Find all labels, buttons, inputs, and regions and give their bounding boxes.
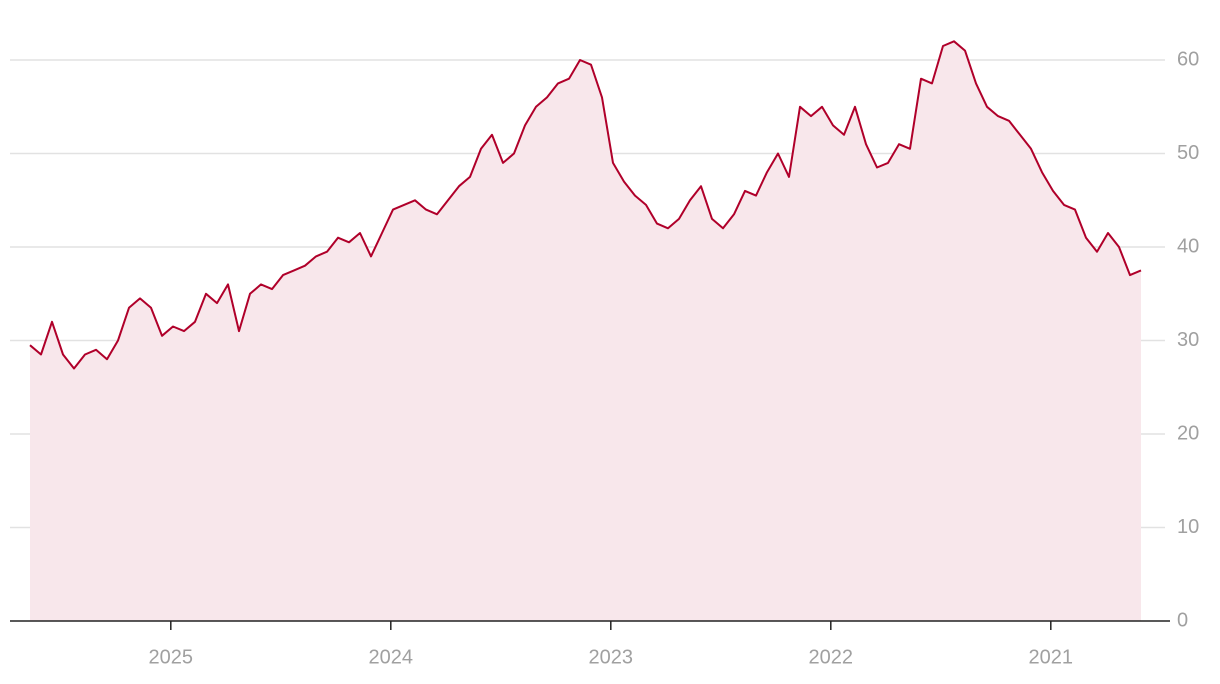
x-tick-label: 2021 — [1029, 646, 1074, 668]
y-tick-label: 30 — [1177, 329, 1199, 351]
y-tick-label: 60 — [1177, 48, 1199, 70]
area-fill — [30, 41, 1141, 622]
y-tick-label: 40 — [1177, 235, 1199, 257]
price-line — [29, 40, 1142, 370]
y-tick-label: 0 — [1177, 609, 1188, 631]
y-tick-label: 10 — [1177, 516, 1199, 538]
x-tick-label: 2024 — [369, 646, 414, 668]
y-tick-label: 50 — [1177, 142, 1199, 164]
x-tick-label: 2025 — [149, 646, 194, 668]
x-tick-label: 2022 — [809, 646, 854, 668]
x-tick-label: 2023 — [589, 646, 634, 668]
y-tick-label: 20 — [1177, 422, 1199, 444]
